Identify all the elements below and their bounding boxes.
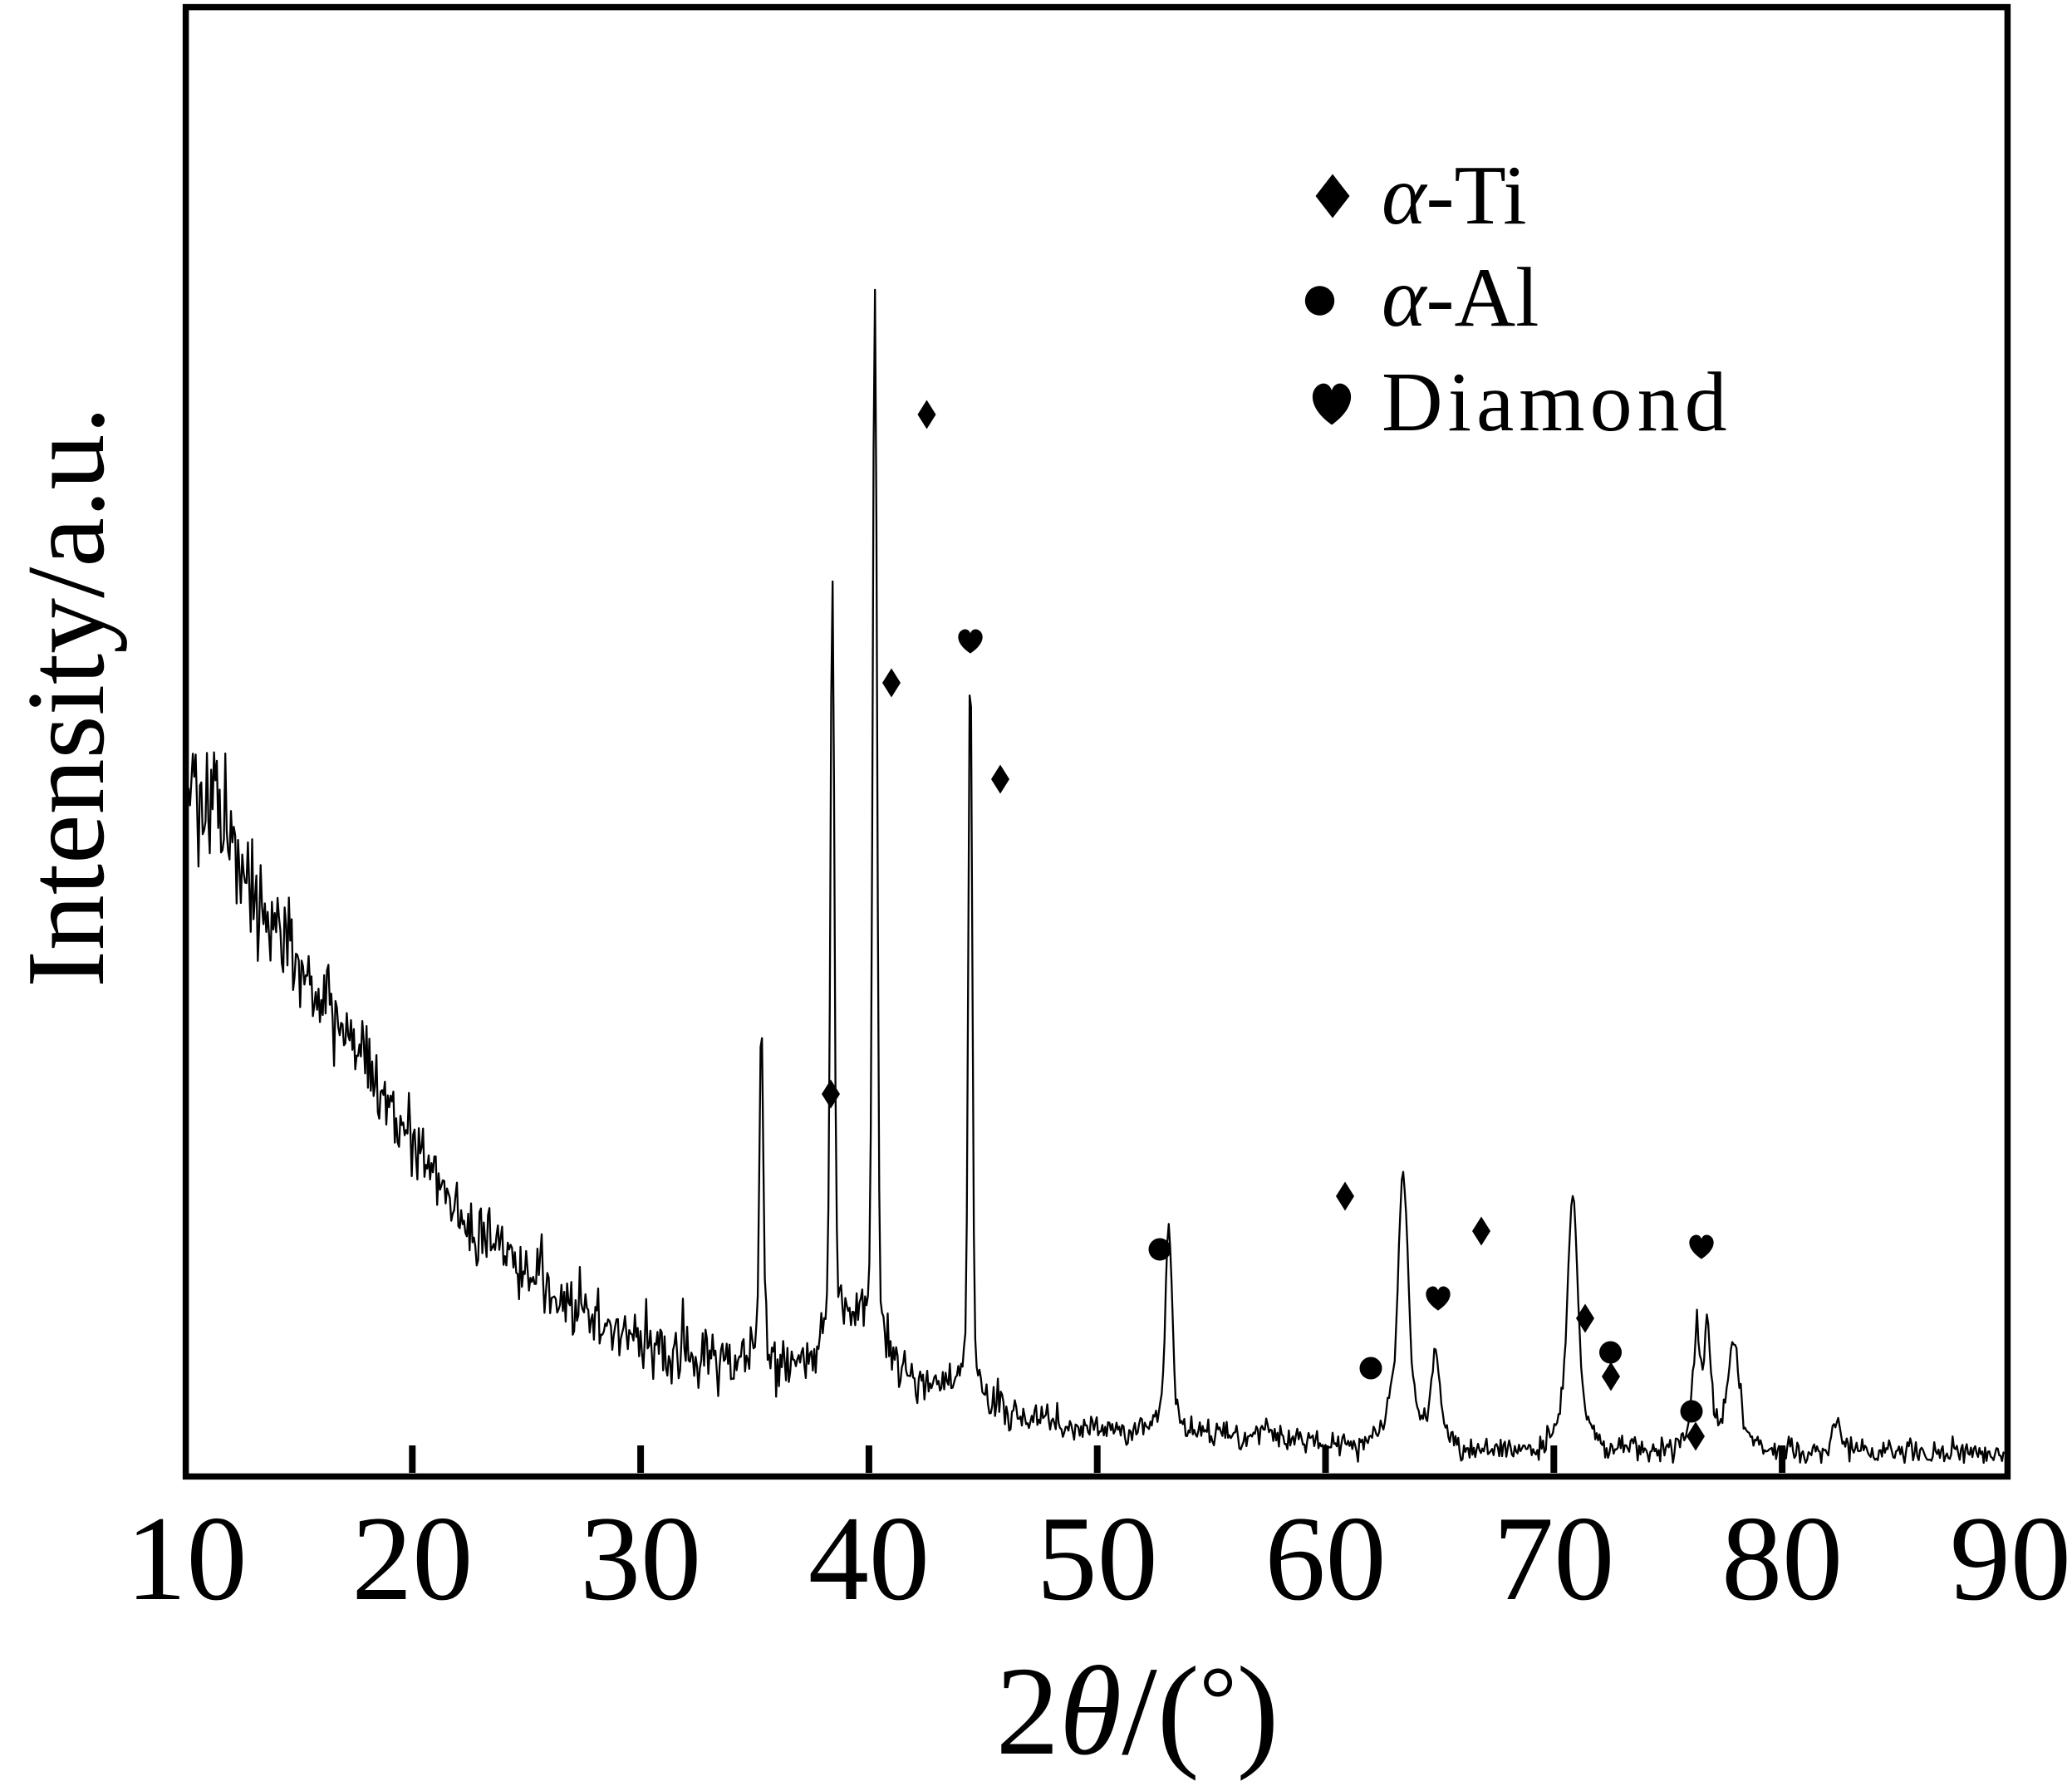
svg-text:Diamond: Diamond [1382,356,1732,449]
svg-text:80: 80 [1721,1491,1843,1626]
svg-text:10: 10 [126,1491,248,1626]
svg-text:40: 40 [808,1491,930,1626]
svg-text:60: 60 [1265,1491,1387,1626]
svg-text:50: 50 [1037,1491,1158,1626]
svg-text:Intensity/a.u.: Intensity/a.u. [4,406,127,988]
svg-text:20: 20 [351,1491,473,1626]
svg-text:30: 30 [580,1491,701,1626]
svg-text:2θ/(°): 2θ/(°) [996,1641,1279,1782]
svg-text:α-Al: α-Al [1382,251,1539,345]
svg-text:70: 70 [1493,1491,1614,1626]
svg-text:α-Ti: α-Ti [1382,149,1527,243]
svg-text:90: 90 [1950,1491,2071,1626]
